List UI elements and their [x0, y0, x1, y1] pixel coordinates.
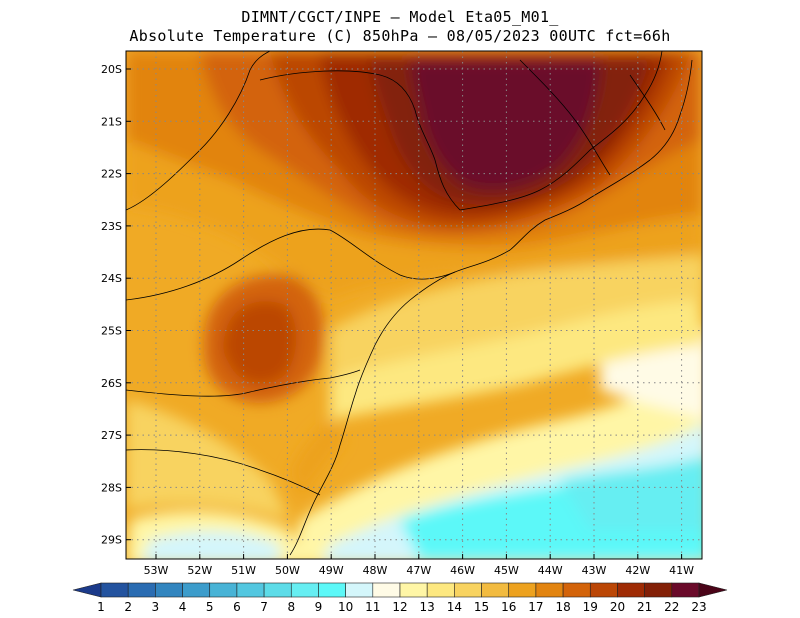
- colorbar-label: 19: [583, 600, 598, 614]
- temp-region-14: [330, 300, 702, 420]
- border-mg-rj-es: [459, 51, 663, 211]
- lat-tick-label: 28S: [101, 481, 122, 494]
- lon-tick-label: 49W: [319, 564, 344, 577]
- lat-tick-label: 24S: [101, 272, 122, 285]
- colorbar-label: 1: [97, 600, 105, 614]
- colorbar-label: 18: [555, 600, 570, 614]
- colorbar-box: [209, 582, 238, 598]
- colorbar-label: 2: [124, 600, 132, 614]
- title-line-1: DIMNT/CGCT/INPE – Model Eta05_M01_: [241, 8, 559, 26]
- colorbar-box: [290, 582, 319, 598]
- colorbar-label: 15: [474, 600, 489, 614]
- colorbar-box: [127, 582, 156, 598]
- lon-tick-label: 47W: [406, 564, 431, 577]
- lat-tick-label: 26S: [101, 377, 122, 390]
- coastline: [289, 59, 693, 556]
- colorbar-box: [508, 582, 537, 598]
- lat-tick-label: 21S: [101, 115, 122, 128]
- map-frame: [125, 50, 703, 560]
- title-line-2: Absolute Temperature (C) 850hPa – 08/05/…: [129, 27, 671, 45]
- map-area: [126, 51, 702, 559]
- colorbar-box: [617, 582, 645, 598]
- temp-region-17-coast: [290, 420, 345, 500]
- colorbar-label: 14: [447, 600, 462, 614]
- lon-tick-label: 44W: [538, 564, 563, 577]
- colorbar-arrow-low: [72, 582, 102, 598]
- lon-tick-label: 52W: [187, 564, 212, 577]
- colorbar-label: 11: [365, 600, 380, 614]
- latitude-axis: 20S 21S 22S 23S 24S 25S 26S 27S 28S 29S: [101, 63, 131, 547]
- colorbar-box: [100, 582, 129, 598]
- colorbar-label: 4: [179, 600, 187, 614]
- colorbar-label: 10: [338, 600, 353, 614]
- colorbar-label: 5: [206, 600, 214, 614]
- colorbar-label: 23: [691, 600, 706, 614]
- colorbar-box: [345, 582, 374, 598]
- colorbar-box: [535, 582, 564, 598]
- border-sp-mg: [259, 70, 461, 211]
- border-mg-inner: [519, 59, 611, 176]
- colorbar-box: [399, 582, 428, 598]
- colorbar-label: 16: [501, 600, 516, 614]
- border-es: [629, 74, 666, 131]
- lat-tick-label: 29S: [101, 534, 122, 547]
- temp-region-15: [330, 255, 702, 380]
- lon-tick-label: 45W: [494, 564, 519, 577]
- temp-region-23: [410, 60, 600, 190]
- colorbar-label: 17: [528, 600, 543, 614]
- colorbar-box: [671, 582, 700, 598]
- temp-region-9: [560, 457, 702, 530]
- borders-layer: [126, 51, 693, 556]
- colorbar-label: 22: [664, 600, 679, 614]
- colorbar-label: 13: [420, 600, 435, 614]
- colorbar-box: [454, 582, 482, 598]
- border-ms-go: [126, 51, 271, 211]
- colorbar-box: [318, 582, 346, 598]
- lon-tick-label: 46W: [450, 564, 475, 577]
- lon-tick-label: 50W: [275, 564, 300, 577]
- colorbar-box: [426, 582, 455, 598]
- lat-tick-label: 22S: [101, 168, 122, 181]
- colorbar-box: [155, 582, 183, 598]
- colorbar-box: [263, 582, 292, 598]
- colorbar-label: 6: [233, 600, 241, 614]
- lon-tick-label: 43W: [582, 564, 607, 577]
- colorbar-label: 21: [637, 600, 652, 614]
- lon-tick-label: 51W: [231, 564, 256, 577]
- colorbar-label: 9: [315, 600, 323, 614]
- colorbar: 1 2 3 4 5 6 7 8 9 10 11 12 13 14 15 16 17 18 19 20 21 22 23: [72, 582, 728, 614]
- border-pr-sc: [126, 369, 361, 397]
- colorbar-box: [182, 582, 211, 598]
- lat-tick-label: 25S: [101, 325, 122, 338]
- colorbar-label: 12: [392, 600, 407, 614]
- colorbar-box: [372, 582, 401, 598]
- temperature-field: [126, 51, 702, 559]
- colorbar-arrow-high: [698, 582, 728, 598]
- lon-tick-label: 42W: [625, 564, 650, 577]
- colorbar-box: [236, 582, 265, 598]
- colorbar-label: 3: [152, 600, 160, 614]
- lat-tick-label: 20S: [101, 63, 122, 76]
- colorbar-label: 20: [610, 600, 625, 614]
- temp-region-11-sw: [142, 530, 280, 559]
- border-pr-sp: [126, 228, 456, 301]
- colorbar-box: [589, 582, 618, 598]
- colorbar-box: [562, 582, 591, 598]
- colorbar-label: 7: [260, 600, 268, 614]
- temp-region-20-parana: [223, 301, 297, 384]
- grid-lines: [126, 51, 702, 559]
- lat-tick-label: 23S: [101, 220, 122, 233]
- lon-tick-label: 53W: [144, 564, 169, 577]
- border-sc-rs: [126, 449, 321, 496]
- colorbar-box: [644, 582, 673, 598]
- lon-tick-label: 48W: [363, 564, 388, 577]
- lon-tick-label: 41W: [669, 564, 694, 577]
- lat-tick-label: 27S: [101, 429, 122, 442]
- longitude-axis: 53W 52W 51W 50W 49W 48W 47W 46W 45W 44W 43W 42W 41W: [144, 554, 694, 577]
- colorbar-box: [481, 582, 510, 598]
- temp-region-15-sw: [126, 400, 290, 520]
- colorbar-label: 8: [287, 600, 295, 614]
